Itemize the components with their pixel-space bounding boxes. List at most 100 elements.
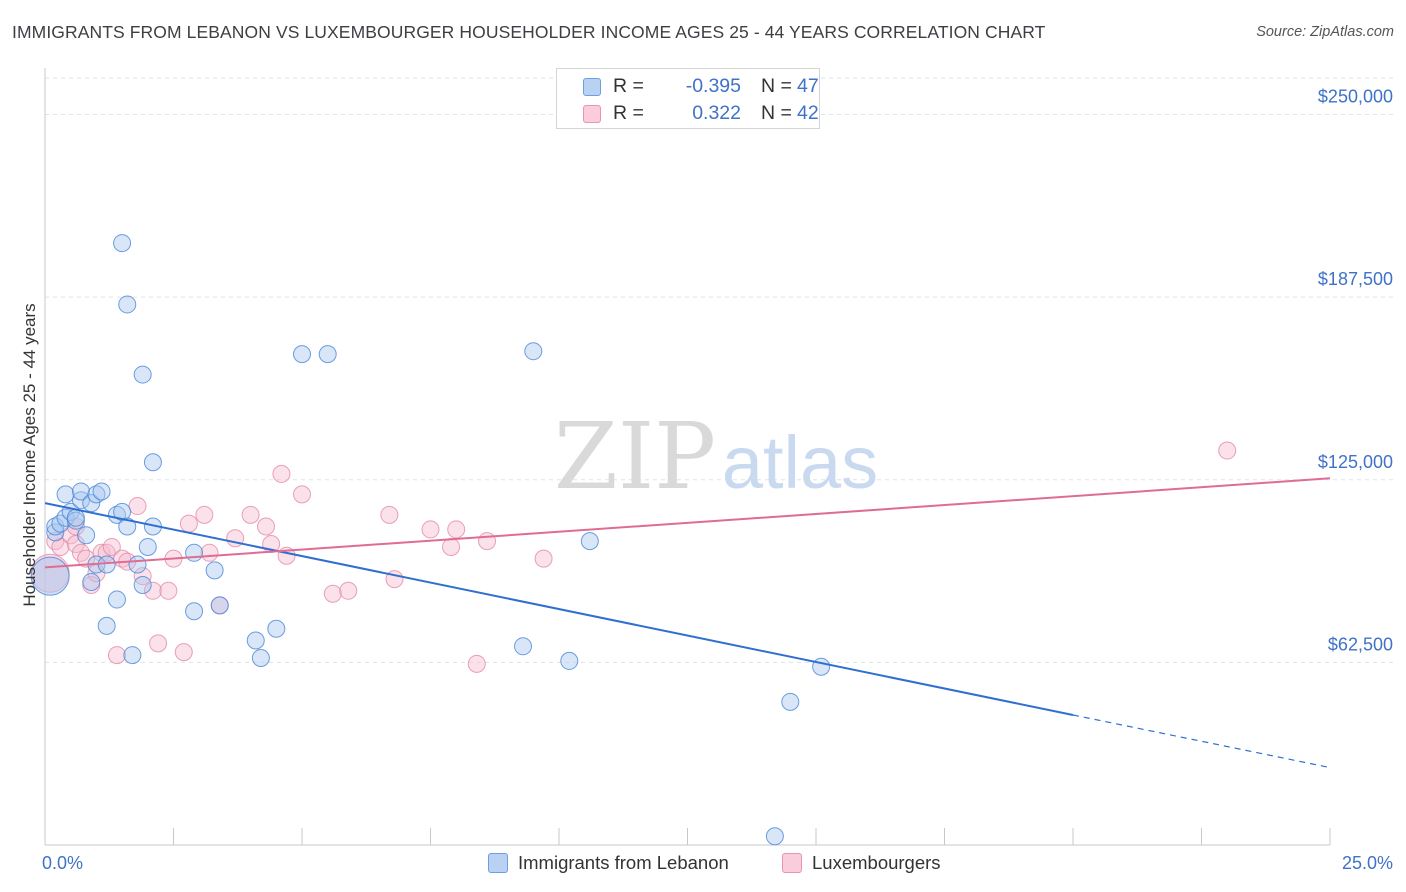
luxembourgers-point bbox=[174, 643, 193, 662]
lebanon-point bbox=[246, 631, 265, 650]
luxembourgers-point bbox=[447, 520, 466, 539]
bottom-legend-swatch-luxembourgers bbox=[782, 853, 802, 873]
luxembourgers-point bbox=[421, 520, 440, 539]
trend-lines bbox=[44, 477, 1331, 769]
lebanon-point bbox=[71, 482, 90, 501]
luxembourgers-point bbox=[128, 497, 147, 516]
tick-labels: $62,500 $125,000 $187,500 $250,000 0.0% 25.0% bbox=[42, 87, 1393, 873]
bottom-legend-label-luxembourgers: Luxembourgers bbox=[812, 852, 941, 873]
lebanon-point bbox=[92, 482, 111, 501]
lebanon-point bbox=[133, 575, 152, 594]
lebanon-point bbox=[82, 573, 101, 592]
y-tick-label: $250,000 bbox=[1318, 87, 1393, 107]
lebanon-point bbox=[56, 508, 75, 527]
lebanon-point bbox=[293, 345, 311, 364]
legend-swatch-luxembourgers bbox=[583, 105, 601, 123]
chart-title: IMMIGRANTS FROM LEBANON VS LUXEMBOURGER … bbox=[12, 22, 1046, 42]
luxembourgers-point bbox=[478, 532, 497, 551]
luxembourgers-point bbox=[323, 584, 342, 603]
lebanon-point bbox=[87, 485, 106, 504]
lebanon-point bbox=[812, 657, 831, 676]
luxembourgers-point bbox=[1218, 441, 1237, 460]
watermark: ZIP atlas bbox=[554, 403, 878, 510]
luxembourgers-point bbox=[77, 549, 96, 568]
data-points bbox=[30, 234, 1237, 846]
lebanon-point bbox=[51, 514, 70, 533]
luxembourgers-point bbox=[380, 505, 399, 524]
lebanon-point bbox=[113, 234, 132, 253]
lebanon-point bbox=[77, 526, 96, 545]
lebanon-point bbox=[143, 453, 162, 472]
lebanon-point bbox=[185, 602, 204, 621]
lebanon-point bbox=[138, 537, 157, 556]
luxembourgers-trend-line bbox=[44, 477, 1331, 569]
y-tick-label: $187,500 bbox=[1318, 269, 1393, 289]
lebanon-trend-extension bbox=[1072, 714, 1331, 769]
lebanon-point bbox=[251, 648, 270, 667]
lebanon-point bbox=[267, 619, 286, 638]
lebanon-point bbox=[560, 651, 579, 670]
lebanon-point bbox=[318, 345, 337, 364]
legend-n-label: N = bbox=[761, 102, 792, 124]
lebanon-point bbox=[524, 342, 543, 361]
luxembourgers-point bbox=[102, 537, 121, 556]
lebanon-point bbox=[185, 543, 204, 562]
legend-r-value: 0.322 bbox=[692, 102, 741, 124]
bottom-legend-label-lebanon: Immigrants from Lebanon bbox=[518, 852, 729, 873]
luxembourgers-point bbox=[143, 581, 162, 600]
x-tick-label-start: 0.0% bbox=[42, 853, 83, 873]
lebanon-point bbox=[123, 646, 142, 665]
lebanon-point bbox=[118, 517, 137, 536]
y-axis-label: Householder Income Ages 25 - 44 years bbox=[20, 303, 39, 606]
luxembourgers-point bbox=[272, 464, 291, 483]
lebanon-point bbox=[133, 365, 152, 384]
lebanon-trend-line bbox=[44, 502, 1074, 716]
lebanon-point bbox=[113, 502, 132, 521]
lebanon-point bbox=[46, 523, 65, 542]
gridlines bbox=[45, 77, 1395, 663]
luxembourgers-point bbox=[159, 581, 178, 600]
luxembourgers-point bbox=[107, 646, 126, 665]
lebanon-point bbox=[107, 590, 126, 609]
y-tick-label: $125,000 bbox=[1318, 452, 1393, 472]
lebanon-point bbox=[210, 596, 229, 615]
lebanon-point bbox=[82, 494, 101, 513]
x-tick-label-end: 25.0% bbox=[1342, 853, 1393, 873]
correlation-legend: R = -0.395 N = 47 R = 0.322 N = 42 bbox=[556, 68, 820, 129]
legend-r-value: -0.395 bbox=[685, 75, 741, 97]
lebanon-point bbox=[56, 485, 75, 504]
bottom-legend-swatch-lebanon bbox=[488, 853, 508, 873]
lebanon-point bbox=[205, 561, 224, 580]
lebanon-point bbox=[781, 692, 800, 711]
luxembourgers-point bbox=[200, 543, 219, 562]
luxembourgers-point bbox=[149, 634, 168, 653]
watermark-zip: ZIP bbox=[554, 403, 716, 510]
axes bbox=[44, 68, 1331, 846]
watermark-atlas: atlas bbox=[722, 421, 878, 504]
luxembourgers-point bbox=[442, 537, 461, 556]
lebanon-point bbox=[128, 555, 147, 574]
luxembourgers-point bbox=[92, 543, 111, 562]
luxembourgers-point bbox=[257, 517, 276, 536]
luxembourgers-point bbox=[61, 526, 80, 545]
luxembourgers-point bbox=[467, 654, 486, 673]
lebanon-point bbox=[97, 616, 116, 635]
legend-r-label: R = bbox=[613, 102, 644, 124]
legend-swatch-lebanon bbox=[583, 78, 601, 96]
lebanon-point bbox=[118, 295, 137, 314]
luxembourgers-point bbox=[51, 537, 70, 556]
luxembourgers-point bbox=[195, 505, 214, 524]
luxembourgers-point bbox=[241, 505, 260, 524]
y-tick-label: $62,500 bbox=[1328, 634, 1393, 654]
lebanon-point bbox=[514, 637, 533, 656]
luxembourgers-point bbox=[71, 543, 90, 562]
source-note: Source: ZipAtlas.com bbox=[1256, 24, 1394, 40]
luxembourgers-point bbox=[179, 514, 198, 533]
legend-n-label: N = bbox=[761, 75, 792, 97]
luxembourgers-point bbox=[339, 581, 358, 600]
lebanon-point bbox=[765, 827, 784, 846]
luxembourgers-point bbox=[534, 549, 553, 568]
legend-r-label: R = bbox=[613, 75, 644, 97]
lebanon-point bbox=[580, 532, 599, 551]
